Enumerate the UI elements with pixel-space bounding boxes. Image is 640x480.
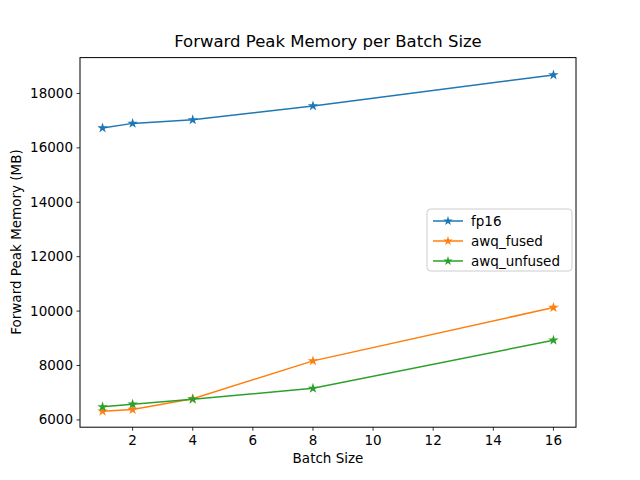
line-chart: Forward Peak Memory per Batch Size 2 4 6 8 1… [0,0,640,480]
chart-title: Forward Peak Memory per Batch Size [174,32,482,51]
data-point-marker-fp16 [548,69,558,79]
x-tick-label: 12 [425,432,442,448]
legend-label-awq_unfused: awq_unfused [471,253,560,269]
x-tick-label: 4 [188,432,197,448]
x-tick-label: 14 [485,432,502,448]
y-axis-label: Forward Peak Memory (MB) [8,149,24,335]
data-point-marker-awq_fused [548,302,558,312]
x-axis-label: Batch Size [293,450,364,466]
y-tick-label: 18000 [30,85,73,101]
series-line-awq_fused [103,308,554,412]
series-line-awq_unfused [103,340,554,407]
x-tick-label: 2 [128,432,137,448]
data-point-marker-awq_unfused [548,335,558,345]
x-tick-label: 16 [545,432,562,448]
y-tick-label: 8000 [39,357,73,373]
legend-label-fp16: fp16 [471,213,502,229]
y-tick-label: 14000 [30,194,73,210]
y-tick-label: 10000 [30,303,73,319]
legend-label-awq_fused: awq_fused [471,233,543,249]
y-tick-label: 6000 [39,411,73,427]
x-tick-label: 10 [364,432,381,448]
y-tick-label: 16000 [30,139,73,155]
series-line-fp16 [103,75,554,128]
x-tick-label: 8 [309,432,318,448]
x-tick-label: 6 [249,432,258,448]
y-tick-label: 12000 [30,248,73,264]
legend: fp16 awq_fused awq_unfused [427,209,572,271]
figure: Forward Peak Memory per Batch Size 2 4 6 8 1… [0,0,640,480]
